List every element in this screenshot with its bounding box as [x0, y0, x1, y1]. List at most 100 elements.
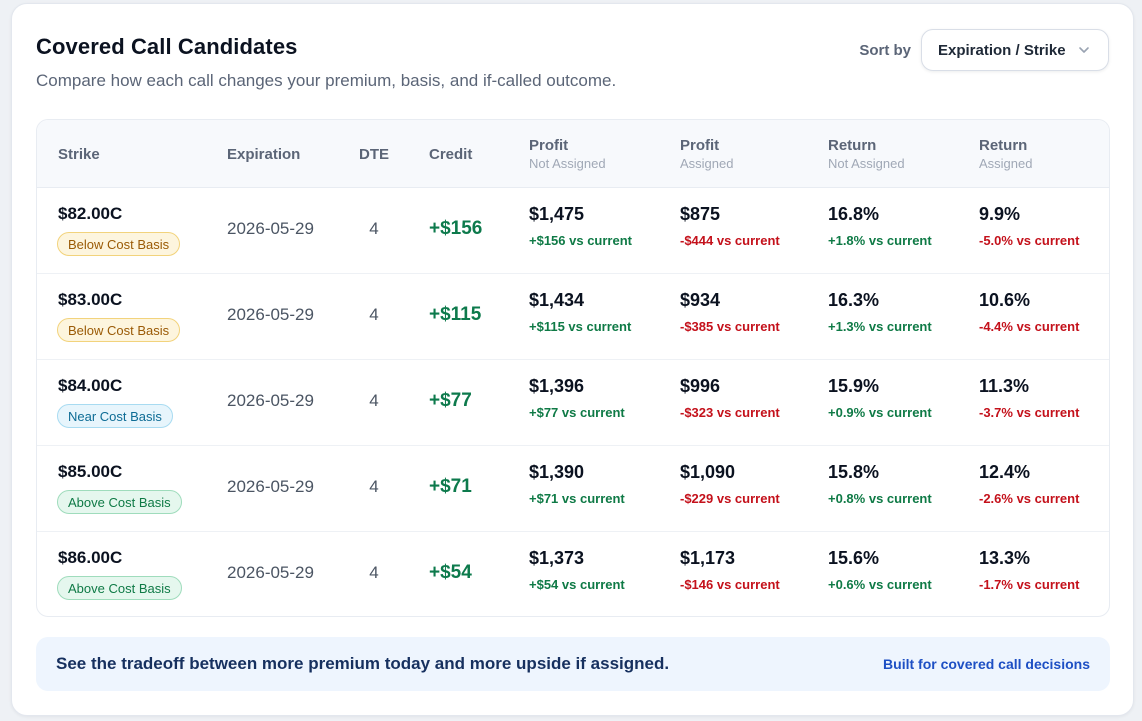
page-subtitle: Compare how each call changes your premi…: [36, 71, 617, 90]
profit-assigned-value: $1,173: [680, 548, 736, 568]
footer-message: See the tradeoff between more premium to…: [56, 654, 670, 673]
credit-value: +$71: [429, 476, 472, 497]
return-not-assigned-delta: +0.9% vs current: [828, 405, 932, 420]
profit-assigned-delta: -$323 vs current: [680, 405, 780, 420]
column-title: Strike: [58, 145, 100, 163]
column-header-expiration[interactable]: Expiration: [227, 120, 300, 188]
strike-value: $86.00C: [58, 548, 123, 567]
return-assigned-value: 12.4%: [979, 462, 1031, 482]
profit-not-assigned-delta: +$156 vs current: [529, 233, 632, 248]
column-header-profit-assigned[interactable]: Profit Assigned: [680, 120, 733, 188]
return-not-assigned-delta: +1.8% vs current: [828, 233, 932, 248]
return-assigned-delta: -1.7% vs current: [979, 577, 1080, 592]
expiration-value: 2026-05-29: [227, 305, 314, 324]
return-not-assigned-value: 15.6%: [828, 548, 880, 568]
profit-assigned-delta: -$444 vs current: [680, 233, 780, 248]
profit-not-assigned-value: $1,434: [529, 290, 585, 310]
footer-banner: See the tradeoff between more premium to…: [36, 637, 1110, 691]
covered-call-card: Covered Call Candidates Compare how each…: [11, 3, 1134, 716]
profit-not-assigned-delta: +$77 vs current: [529, 405, 625, 420]
return-assigned-value: 9.9%: [979, 204, 1021, 224]
credit-value: +$54: [429, 562, 472, 583]
strike-value: $83.00C: [58, 290, 123, 309]
column-title: Profit: [529, 137, 569, 154]
profit-assigned-value: $875: [680, 204, 721, 224]
column-header-return-not-assigned[interactable]: Return Not Assigned: [828, 120, 905, 188]
cost-basis-badge: Above Cost Basis: [57, 576, 182, 600]
dte-value: 4: [369, 477, 379, 496]
expiration-value: 2026-05-29: [227, 391, 314, 410]
dte-value: 4: [369, 305, 379, 324]
column-title: DTE: [359, 145, 389, 163]
table-header: Strike Expiration DTE Credit Profit Not …: [37, 120, 1109, 188]
table-row[interactable]: $86.00C Above Cost Basis 2026-05-29 4 +$…: [37, 532, 1109, 616]
expiration-value: 2026-05-29: [227, 477, 314, 496]
credit-value: +$156: [429, 218, 483, 239]
column-subtitle: Assigned: [979, 156, 1033, 171]
profit-not-assigned-value: $1,373: [529, 548, 585, 568]
profit-assigned-value: $996: [680, 376, 721, 396]
cost-basis-badge: Above Cost Basis: [57, 490, 182, 514]
profit-not-assigned-delta: +$71 vs current: [529, 491, 625, 506]
sort-select[interactable]: Expiration / Strike: [921, 29, 1109, 71]
sort-label: Sort by: [859, 42, 911, 59]
cost-basis-badge: Below Cost Basis: [57, 232, 181, 256]
profit-assigned-delta: -$146 vs current: [680, 577, 780, 592]
expiration-value: 2026-05-29: [227, 219, 314, 238]
profit-not-assigned-value: $1,390: [529, 462, 585, 482]
return-assigned-delta: -3.7% vs current: [979, 405, 1080, 420]
cost-basis-badge: Below Cost Basis: [57, 318, 181, 342]
strike-value: $85.00C: [58, 462, 123, 481]
sort-selected-value: Expiration / Strike: [938, 41, 1066, 59]
table-row[interactable]: $84.00C Near Cost Basis 2026-05-29 4 +$7…: [37, 360, 1109, 446]
column-header-return-assigned[interactable]: Return Assigned: [979, 120, 1032, 188]
page-title: Covered Call Candidates: [36, 34, 298, 59]
return-not-assigned-value: 16.3%: [828, 290, 880, 310]
column-header-dte[interactable]: DTE: [354, 120, 394, 188]
column-title: Return: [828, 137, 877, 154]
credit-value: +$115: [429, 304, 482, 325]
column-subtitle: Not Assigned: [828, 156, 905, 171]
strike-value: $84.00C: [58, 376, 123, 395]
cost-basis-badge: Near Cost Basis: [57, 404, 173, 428]
credit-value: +$77: [429, 390, 472, 411]
return-assigned-delta: -5.0% vs current: [979, 233, 1080, 248]
profit-assigned-value: $1,090: [680, 462, 736, 482]
return-assigned-value: 11.3%: [979, 376, 1030, 396]
column-title: Credit: [429, 145, 473, 163]
column-header-credit[interactable]: Credit: [429, 120, 472, 188]
profit-not-assigned-delta: +$54 vs current: [529, 577, 625, 592]
return-not-assigned-delta: +1.3% vs current: [828, 319, 932, 334]
table-row[interactable]: $82.00C Below Cost Basis 2026-05-29 4 +$…: [37, 188, 1109, 274]
footer-tagline: Built for covered call decisions: [883, 656, 1090, 672]
table-row[interactable]: $83.00C Below Cost Basis 2026-05-29 4 +$…: [37, 274, 1109, 360]
expiration-value: 2026-05-29: [227, 563, 314, 582]
profit-not-assigned-value: $1,475: [529, 204, 585, 224]
return-assigned-value: 13.3%: [979, 548, 1031, 568]
profit-assigned-value: $934: [680, 290, 721, 310]
column-subtitle: Assigned: [680, 156, 734, 171]
column-subtitle: Not Assigned: [529, 156, 606, 171]
return-not-assigned-value: 15.8%: [828, 462, 880, 482]
profit-not-assigned-delta: +$115 vs current: [529, 319, 632, 334]
chevron-down-icon: [1079, 47, 1089, 53]
return-not-assigned-delta: +0.6% vs current: [828, 577, 932, 592]
table-row[interactable]: $85.00C Above Cost Basis 2026-05-29 4 +$…: [37, 446, 1109, 532]
profit-assigned-delta: -$385 vs current: [680, 319, 780, 334]
dte-value: 4: [369, 563, 379, 582]
return-assigned-value: 10.6%: [979, 290, 1031, 310]
column-header-profit-not-assigned[interactable]: Profit Not Assigned: [529, 120, 606, 188]
column-title: Expiration: [227, 145, 301, 163]
dte-value: 4: [369, 219, 379, 238]
profit-assigned-delta: -$229 vs current: [680, 491, 780, 506]
column-title: Return: [979, 137, 1028, 154]
dte-value: 4: [369, 391, 379, 410]
return-assigned-delta: -2.6% vs current: [979, 491, 1080, 506]
profit-not-assigned-value: $1,396: [529, 376, 585, 396]
return-not-assigned-value: 15.9%: [828, 376, 880, 396]
column-header-strike[interactable]: Strike: [58, 120, 100, 188]
return-not-assigned-delta: +0.8% vs current: [828, 491, 932, 506]
candidates-table: Strike Expiration DTE Credit Profit Not …: [36, 119, 1110, 617]
return-assigned-delta: -4.4% vs current: [979, 319, 1080, 334]
return-not-assigned-value: 16.8%: [828, 204, 880, 224]
